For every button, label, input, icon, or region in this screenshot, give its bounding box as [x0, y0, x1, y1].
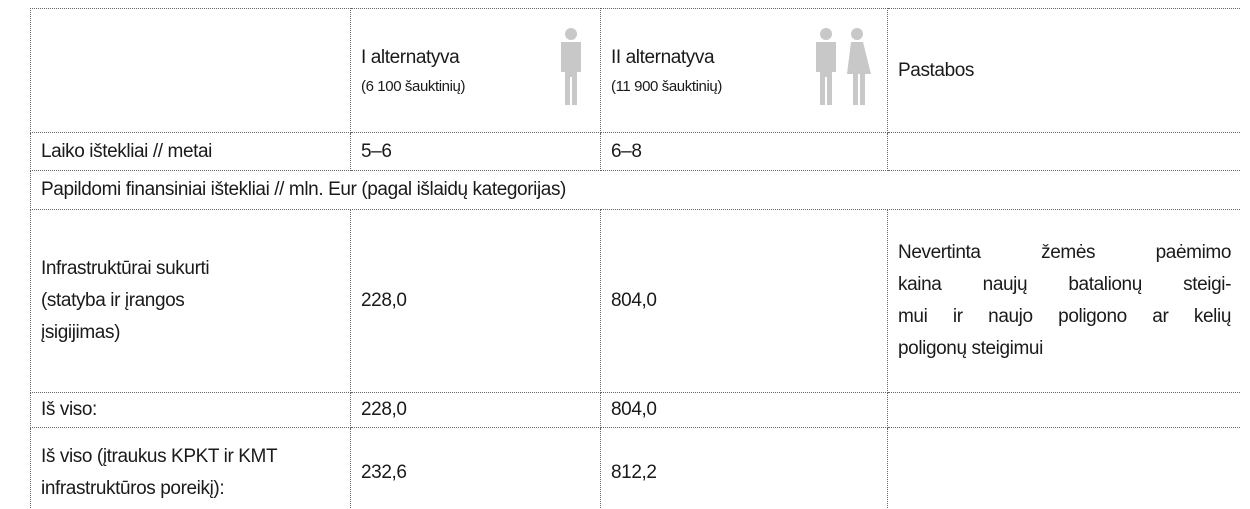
cell: 804,0	[600, 392, 888, 428]
cell	[887, 392, 1241, 428]
cell: 6–8	[600, 132, 888, 171]
cell: 228,0	[350, 392, 601, 428]
text-line: mui ir naujo poligono ar kelių	[898, 306, 1231, 327]
cell: Iš viso:	[30, 392, 351, 428]
cell: Laiko ištekliai // metai	[30, 132, 351, 171]
section-cell: Papildomi finansiniai ištekliai // mln. …	[30, 170, 1241, 210]
person-icon	[561, 28, 581, 105]
text-line: Nevertinta žemės paėmimo	[898, 242, 1231, 263]
header-title: II alternatyva	[611, 46, 715, 68]
row: Iš viso (įtraukus KPKT ir KMT infrastrukt…	[30, 427, 1241, 509]
cell: 228,0	[350, 209, 601, 393]
cell: 5–6	[350, 132, 601, 171]
header-cell: I alternatyva (6 100 šauktinių)	[350, 8, 601, 133]
cell: Infrastruktūrai sukurti (statyba ir įrang…	[30, 209, 351, 393]
text-line: poligonų steigimui	[898, 338, 1043, 359]
header-cell: II alternatyva (11 900 šauktinių)	[600, 8, 888, 133]
text-line: (statyba ir įrangos	[41, 290, 185, 311]
table: I alternatyva (6 100 šauktinių) II alter…	[30, 8, 1241, 509]
text-line: Iš viso (įtraukus KPKT ir KMT	[41, 445, 278, 467]
text-line: kaina naujų batalionų steigi-	[898, 274, 1231, 295]
row: Infrastruktūrai sukurti (statyba ir įrang…	[30, 209, 1241, 393]
remarks-cell: Nevertinta žemės paėmimo kaina naujų bata…	[887, 209, 1241, 393]
text-line: įsigijimas)	[41, 322, 120, 343]
text-line: infrastruktūros poreikį):	[41, 477, 225, 499]
header-row: I alternatyva (6 100 šauktinių) II alter…	[30, 8, 1241, 133]
section-row: Papildomi finansiniai ištekliai // mln. …	[30, 170, 1241, 210]
cell: Iš viso (įtraukus KPKT ir KMT infrastrukt…	[30, 427, 351, 509]
table-wrap: I alternatyva (6 100 šauktinių) II alter…	[30, 8, 1241, 509]
text-line: Infrastruktūrai sukurti	[41, 258, 210, 279]
cell: 812,2	[600, 427, 888, 509]
header-cell: Pastabos	[887, 8, 1241, 133]
cell: 232,6	[350, 427, 601, 509]
people-icon	[816, 28, 871, 105]
row: Iš viso: 228,0 804,0	[30, 392, 1241, 428]
header-subtitle: (6 100 šauktinių)	[361, 77, 466, 95]
cell	[887, 427, 1241, 509]
header-subtitle: (11 900 šauktinių)	[611, 77, 722, 95]
header-cell	[30, 8, 351, 133]
cell	[887, 132, 1241, 171]
cell: 804,0	[600, 209, 888, 393]
row: Laiko ištekliai // metai 5–6 6–8	[30, 132, 1241, 171]
header-title: I alternatyva	[361, 46, 460, 68]
